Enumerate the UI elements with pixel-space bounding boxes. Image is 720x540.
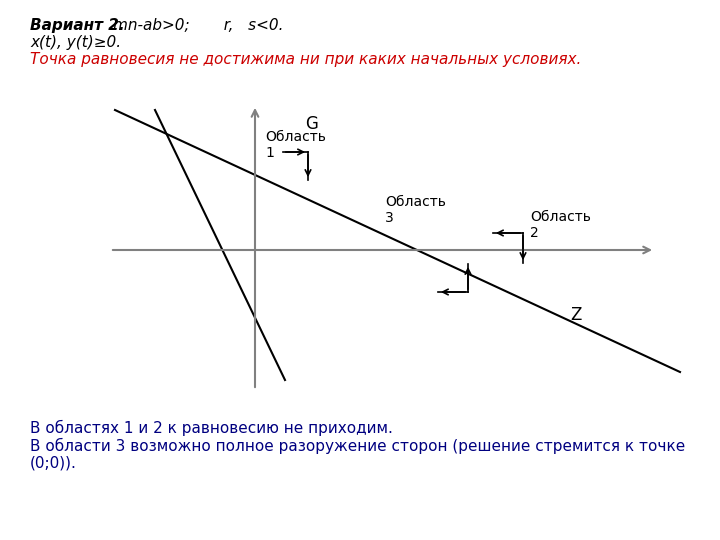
Text: Z: Z	[570, 306, 581, 324]
Text: Область
3: Область 3	[385, 195, 446, 225]
Text: mn-ab>0;       r,   s<0.: mn-ab>0; r, s<0.	[113, 18, 284, 33]
Text: Область
2: Область 2	[530, 210, 591, 240]
Text: Область
1: Область 1	[265, 130, 326, 160]
Text: В областях 1 и 2 к равновесию не приходим.: В областях 1 и 2 к равновесию не приходи…	[30, 420, 393, 436]
Text: (0;0)).: (0;0)).	[30, 456, 77, 471]
Text: Точка равновесия не достижима ни при каких начальных условиях.: Точка равновесия не достижима ни при как…	[30, 52, 581, 67]
Text: G: G	[305, 115, 318, 133]
Text: В области 3 возможно полное разоружение сторон (решение стремится к точке: В области 3 возможно полное разоружение …	[30, 438, 685, 454]
Text: Вариант 2.: Вариант 2.	[30, 18, 130, 33]
Text: x(t), y(t)≥0.: x(t), y(t)≥0.	[30, 35, 121, 50]
